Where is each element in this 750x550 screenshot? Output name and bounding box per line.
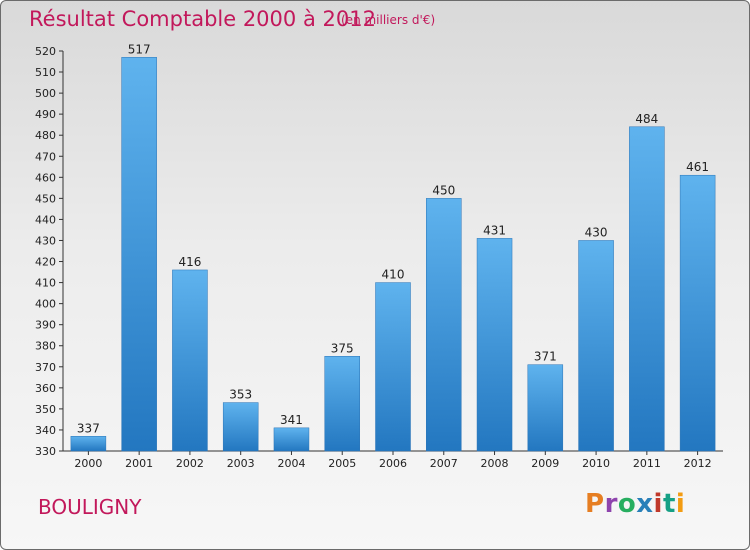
bar: [578, 240, 614, 452]
x-tick-label: 2010: [582, 457, 610, 470]
data-label: 337: [77, 421, 100, 435]
y-tick-label: 510: [35, 66, 56, 79]
bar: [476, 238, 513, 452]
y-tick-label: 500: [35, 87, 56, 100]
data-label: 461: [686, 160, 709, 174]
bar: [426, 198, 462, 452]
x-tick-label: 2012: [684, 457, 712, 470]
data-label: 341: [280, 413, 303, 427]
bar: [70, 436, 107, 452]
bar: [121, 57, 157, 452]
y-tick-label: 340: [35, 424, 56, 437]
y-tick-label: 450: [35, 192, 56, 205]
y-tick-label: 440: [35, 213, 56, 226]
y-tick-label: 360: [35, 382, 56, 395]
data-label: 410: [382, 268, 405, 282]
y-tick-label: 420: [35, 256, 56, 269]
y-tick-label: 350: [35, 403, 56, 416]
y-tick-label: 400: [35, 298, 56, 311]
y-tick-label: 480: [35, 129, 56, 142]
logo-letter: P: [585, 489, 605, 519]
logo-letter: i: [653, 489, 663, 519]
bar: [375, 282, 411, 452]
y-tick-label: 490: [35, 108, 56, 121]
x-tick-label: 2008: [481, 457, 509, 470]
y-tick-label: 330: [35, 445, 56, 458]
logo-letter: x: [636, 489, 654, 519]
x-tick-label: 2003: [227, 457, 255, 470]
y-tick-label: 470: [35, 150, 56, 163]
x-tick-label: 2004: [277, 457, 305, 470]
bar: [629, 126, 665, 452]
y-tick-label: 390: [35, 319, 56, 332]
y-tick-label: 520: [35, 45, 56, 58]
bars: [70, 57, 716, 452]
data-label: 517: [128, 42, 151, 56]
value-labels: 337 517 416 353 341 375 410 450 431 371 430 484 461: [77, 42, 709, 435]
logo-letter: r: [604, 489, 618, 519]
bar: [679, 174, 716, 452]
x-tick-label: 2011: [633, 457, 661, 470]
bar: [324, 356, 360, 452]
bar: [527, 364, 564, 452]
x-tick-label: 2006: [379, 457, 407, 470]
x-tick-label: 2009: [531, 457, 559, 470]
data-label: 450: [432, 183, 455, 197]
data-label: 371: [534, 350, 557, 364]
x-tick-label: 2005: [328, 457, 356, 470]
chart-title: Résultat Comptable 2000 à 2012: [29, 7, 376, 31]
logo-letter: t: [662, 489, 676, 519]
bar: [273, 427, 310, 452]
y-tick-label: 460: [35, 171, 56, 184]
x-tick-label: 2007: [430, 457, 458, 470]
y-tick-label: 370: [35, 361, 56, 374]
proxiti-logo[interactable]: Proxiti: [585, 489, 685, 519]
commune-name: BOULIGNY: [38, 495, 142, 519]
logo-letter: o: [617, 489, 637, 519]
x-tick-label: 2001: [125, 457, 153, 470]
data-label: 430: [585, 225, 608, 239]
data-label: 484: [635, 112, 658, 126]
bar: [172, 269, 208, 452]
chart-subtitle: (en milliers d'€): [341, 13, 436, 27]
axes: 330 340 350 360 370 380 390 400 410 420 430 440 450 4…: [35, 45, 723, 470]
x-tick-label: 2000: [74, 457, 102, 470]
data-label: 431: [483, 223, 506, 237]
x-tick-label: 2002: [176, 457, 204, 470]
y-tick-label: 410: [35, 277, 56, 290]
y-tick-label: 380: [35, 340, 56, 353]
bar: [222, 402, 259, 452]
y-tick-label: 430: [35, 234, 56, 247]
data-label: 375: [331, 341, 354, 355]
data-label: 416: [178, 255, 201, 269]
logo-letter: i: [675, 489, 686, 519]
data-label: 353: [229, 388, 252, 402]
